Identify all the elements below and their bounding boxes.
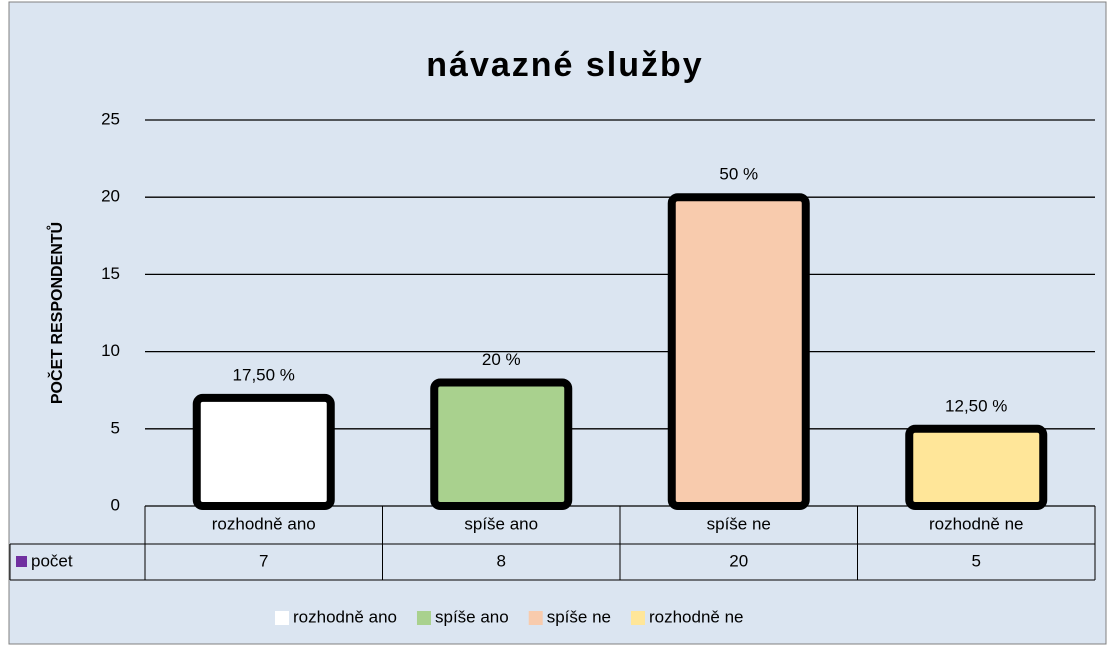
chart-title: návazné služby bbox=[426, 46, 703, 84]
percent-label: 20 % bbox=[482, 350, 521, 369]
bar bbox=[430, 378, 573, 511]
legend-key bbox=[275, 611, 289, 625]
table-series-name: počet bbox=[31, 551, 73, 570]
table-legend-key bbox=[16, 556, 27, 567]
y-tick-label: 20 bbox=[101, 187, 120, 206]
chart-background bbox=[8, 1, 1107, 645]
x-tick-label: rozhodně ano bbox=[212, 514, 316, 533]
percent-label: 17,50 % bbox=[233, 365, 295, 384]
percent-label: 12,50 % bbox=[945, 396, 1007, 415]
x-tick-label: spíše ano bbox=[464, 514, 538, 533]
x-tick-label: spíše ne bbox=[707, 514, 771, 533]
legend-label: rozhodně ano bbox=[293, 607, 397, 626]
percent-label: 50 % bbox=[719, 165, 758, 184]
legend-key bbox=[528, 611, 543, 625]
y-tick-label: 0 bbox=[111, 495, 120, 514]
y-tick-label: 10 bbox=[101, 341, 120, 360]
y-tick-label: 15 bbox=[101, 264, 120, 283]
table-value: 20 bbox=[729, 551, 748, 570]
y-axis-label: POČET RESPONDENTŮ bbox=[46, 222, 66, 404]
table-value: 7 bbox=[259, 551, 268, 570]
legend-label: spíše ne bbox=[547, 607, 611, 626]
legend-label: rozhodně ne bbox=[649, 607, 744, 626]
legend-key bbox=[630, 611, 645, 625]
table-value: 5 bbox=[972, 551, 981, 570]
y-tick-label: 5 bbox=[111, 418, 120, 437]
legend-label: spíše ano bbox=[435, 607, 509, 626]
y-tick-label: 25 bbox=[101, 109, 120, 128]
table-value: 8 bbox=[497, 551, 506, 570]
bar bbox=[667, 193, 810, 510]
legend-key bbox=[416, 611, 431, 625]
bar bbox=[905, 424, 1048, 510]
bar bbox=[192, 393, 335, 511]
x-tick-label: rozhodně ne bbox=[929, 514, 1024, 533]
